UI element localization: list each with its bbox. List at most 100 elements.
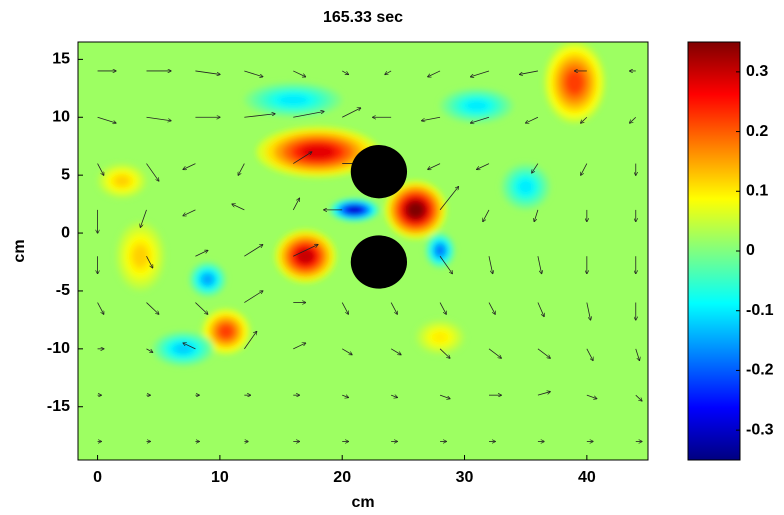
velocity-arrow xyxy=(293,152,311,164)
velocity-arrow xyxy=(537,348,550,358)
vortex-patch xyxy=(279,94,308,105)
velocity-arrow xyxy=(586,348,593,361)
velocity-arrow xyxy=(534,209,539,222)
velocity-arrow xyxy=(428,163,441,170)
velocity-arrow xyxy=(537,392,550,396)
x-tick-label: 40 xyxy=(578,469,596,486)
blobs xyxy=(97,42,606,367)
vortex-patch xyxy=(202,274,214,285)
velocity-arrow xyxy=(520,70,538,74)
y-tick-label: 10 xyxy=(52,108,70,125)
colorbar-tick-label: -0.3 xyxy=(746,421,774,438)
colorbar-tick-label: -0.1 xyxy=(746,302,774,319)
plot-frame xyxy=(77,41,649,461)
velocity-arrow xyxy=(630,116,637,123)
velocity-arrow xyxy=(581,163,588,176)
colorbar-tick-label: 0.2 xyxy=(746,123,768,140)
y-tick-label: 15 xyxy=(52,51,70,68)
velocity-arrow xyxy=(488,256,493,273)
x-tick-label: 10 xyxy=(211,469,229,486)
velocity-arrow xyxy=(292,198,299,211)
colorbar: 0.3 0.2 0.1 0 -0.1 -0.2 -0.3 xyxy=(687,41,774,461)
velocity-arrow xyxy=(526,116,539,123)
velocity-arrow xyxy=(537,256,542,273)
velocity-arrow xyxy=(471,116,490,123)
vortex-patch xyxy=(133,246,148,267)
cylinder xyxy=(350,235,408,289)
velocity-arrow xyxy=(97,163,104,176)
velocity-arrow xyxy=(342,108,360,118)
velocity-arrow xyxy=(537,302,544,317)
velocity-arrow xyxy=(146,116,170,120)
y-tick-label: -15 xyxy=(47,398,70,415)
velocity-arrow xyxy=(483,209,490,222)
colorbar-tick-label: -0.2 xyxy=(746,362,774,379)
velocity-arrow xyxy=(635,348,640,361)
velocity-arrow xyxy=(439,394,450,398)
velocity-arrow xyxy=(195,70,219,74)
y-tick-label: -5 xyxy=(56,282,70,299)
velocity-arrow xyxy=(428,70,441,77)
velocity-arrow xyxy=(293,245,317,257)
colorbar-scale xyxy=(687,41,741,461)
vortex-patch xyxy=(435,245,445,256)
velocity-arrow xyxy=(341,302,348,315)
velocity-arrow xyxy=(244,245,262,257)
velocity-arrow xyxy=(439,302,446,315)
velocity-arrow xyxy=(477,163,490,170)
velocity-arrow xyxy=(146,256,152,268)
y-tick-label: 0 xyxy=(61,224,70,241)
velocity-arrow xyxy=(342,395,348,397)
velocity-arrow xyxy=(183,343,196,350)
velocity-arrow xyxy=(195,302,207,315)
vector-field xyxy=(98,71,642,442)
velocity-arrow xyxy=(238,163,245,176)
velocity-arrow xyxy=(586,394,597,398)
vortex-patch xyxy=(432,332,448,343)
vortex-patch xyxy=(347,206,362,214)
velocity-arrow xyxy=(146,302,158,315)
y-tick-label: -10 xyxy=(47,340,70,357)
velocity-arrow xyxy=(97,302,104,315)
vortex-patch xyxy=(299,144,336,160)
chart-title: 165.33 sec xyxy=(323,9,403,26)
velocity-arrow xyxy=(439,187,458,211)
velocity-arrow xyxy=(146,163,158,181)
colorbar-tick-label: 0 xyxy=(746,242,755,259)
velocity-arrow xyxy=(488,348,501,358)
velocity-arrow xyxy=(293,343,305,350)
vortex-patch xyxy=(565,70,584,95)
vortex-patch xyxy=(406,201,425,219)
x-tick-label: 30 xyxy=(456,469,474,486)
velocity-arrow xyxy=(140,209,147,227)
velocity-arrow xyxy=(244,291,262,303)
field xyxy=(78,42,648,460)
velocity-arrow xyxy=(390,348,401,355)
vortex-patch xyxy=(218,324,234,339)
velocity-arrow xyxy=(422,116,441,120)
velocity-arrow xyxy=(471,70,490,77)
velocity-arrow xyxy=(244,114,275,118)
velocity-arrow xyxy=(293,111,324,118)
velocity-arrow xyxy=(146,348,152,352)
velocity-arrow xyxy=(586,302,591,320)
vortex-patch xyxy=(518,179,533,194)
velocity-arrow xyxy=(183,163,196,170)
axes: 0 10 20 30 40 15 10 5 0 -5 -10 -15 xyxy=(47,51,596,487)
velocity-arrow xyxy=(439,348,450,358)
velocity-arrow xyxy=(342,348,352,355)
velocity-arrow xyxy=(439,255,452,273)
velocity-arrow xyxy=(97,116,116,123)
velocity-arrow xyxy=(390,395,397,397)
velocity-arrow xyxy=(532,163,539,173)
vortex-patch xyxy=(174,343,193,354)
x-tick-label: 20 xyxy=(333,469,351,486)
x-axis-label: cm xyxy=(351,494,374,511)
colorbar-tick-label: 0.1 xyxy=(746,183,768,200)
velocity-arrow xyxy=(488,302,495,315)
velocity-arrow xyxy=(385,70,392,74)
velocity-arrow xyxy=(244,70,262,77)
vortex-patch xyxy=(466,100,488,111)
velocity-arrow xyxy=(244,331,256,350)
